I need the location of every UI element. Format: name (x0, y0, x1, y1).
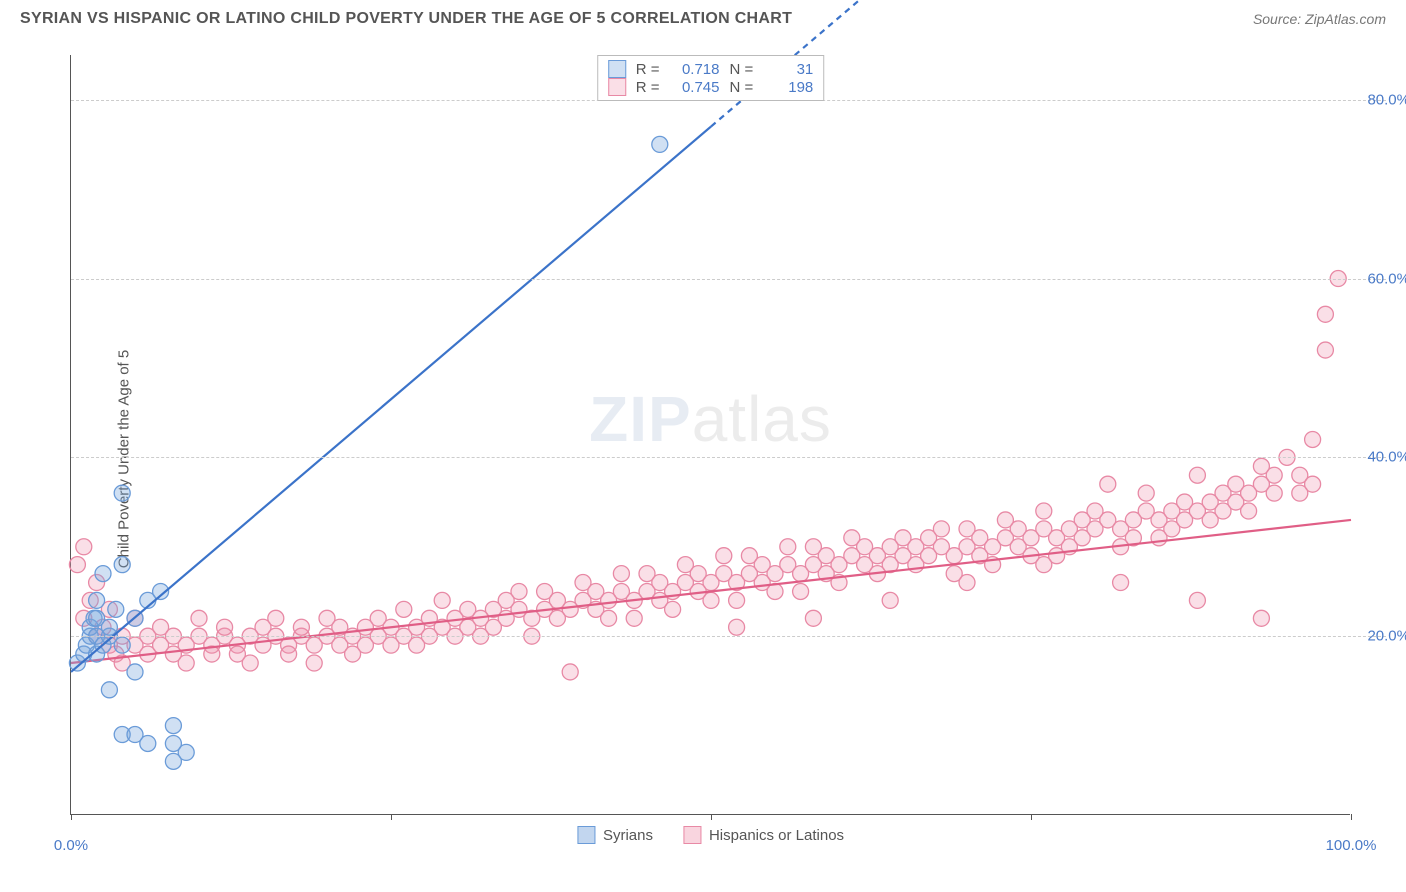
scatter-point (626, 610, 642, 626)
legend-row-hispanics: R = 0.745 N = 198 (608, 78, 814, 96)
scatter-point (1266, 485, 1282, 501)
legend-swatch-hispanics (608, 78, 626, 96)
x-tick (391, 814, 392, 820)
x-tick (1351, 814, 1352, 820)
scatter-point (396, 601, 412, 617)
plot-area: ZIPatlas R = 0.718 N = 31 R = 0.745 N = … (70, 55, 1350, 815)
scatter-point (69, 557, 85, 573)
legend-r-label: R = (636, 61, 660, 78)
scatter-point (1317, 342, 1333, 358)
scatter-point (652, 136, 668, 152)
scatter-point (127, 727, 143, 743)
scatter-point (1189, 592, 1205, 608)
series-legend: Syrians Hispanics or Latinos (577, 826, 844, 844)
scatter-point (114, 557, 130, 573)
scatter-point (1317, 306, 1333, 322)
scatter-point (1036, 503, 1052, 519)
scatter-point (1113, 575, 1129, 591)
scatter-point (178, 655, 194, 671)
scatter-point (882, 592, 898, 608)
scatter-point (191, 610, 207, 626)
scatter-point (959, 575, 975, 591)
x-tick (71, 814, 72, 820)
scatter-point (178, 744, 194, 760)
scatter-point (729, 592, 745, 608)
scatter-point (613, 566, 629, 582)
scatter-point (1100, 476, 1116, 492)
legend-swatch-syrians (608, 60, 626, 78)
scatter-point (1241, 503, 1257, 519)
legend-swatch (683, 826, 701, 844)
chart-container: Child Poverty Under the Age of 5 ZIPatla… (20, 45, 1386, 872)
x-tick-label: 100.0% (1326, 837, 1377, 854)
y-tick-label: 60.0% (1367, 270, 1406, 287)
legend-n-label: N = (730, 61, 754, 78)
legend-n-label: N = (730, 79, 754, 96)
grid-line (71, 636, 1386, 637)
y-tick-label: 20.0% (1367, 628, 1406, 645)
scatter-point (293, 619, 309, 635)
scatter-point (780, 539, 796, 555)
chart-title: SYRIAN VS HISPANIC OR LATINO CHILD POVER… (20, 10, 792, 28)
scatter-point (1266, 467, 1282, 483)
legend-item: Hispanics or Latinos (683, 826, 844, 844)
scatter-point (242, 655, 258, 671)
grid-line (71, 279, 1386, 280)
scatter-point (933, 521, 949, 537)
x-tick (711, 814, 712, 820)
scatter-point (1138, 485, 1154, 501)
legend-label: Syrians (603, 827, 653, 844)
legend-r-value-syrians: 0.718 (670, 61, 720, 78)
y-tick-label: 40.0% (1367, 449, 1406, 466)
scatter-point (76, 539, 92, 555)
x-tick (1031, 814, 1032, 820)
legend-label: Hispanics or Latinos (709, 827, 844, 844)
scatter-point (114, 485, 130, 501)
correlation-legend: R = 0.718 N = 31 R = 0.745 N = 198 (597, 55, 825, 101)
scatter-point (217, 619, 233, 635)
scatter-point (805, 610, 821, 626)
scatter-point (268, 610, 284, 626)
legend-n-value-hispanics: 198 (763, 79, 813, 96)
grid-line (71, 457, 1386, 458)
y-tick-label: 80.0% (1367, 91, 1406, 108)
scatter-point (793, 583, 809, 599)
scatter-point (127, 664, 143, 680)
scatter-point (562, 664, 578, 680)
scatter-point (1253, 610, 1269, 626)
scatter-point (165, 718, 181, 734)
legend-r-label: R = (636, 79, 660, 96)
scatter-point (1189, 467, 1205, 483)
scatter-point (281, 646, 297, 662)
scatter-point (729, 619, 745, 635)
legend-row-syrians: R = 0.718 N = 31 (608, 60, 814, 78)
scatter-point (108, 601, 124, 617)
scatter-point (665, 601, 681, 617)
scatter-point (601, 610, 617, 626)
scatter-point (1036, 557, 1052, 573)
scatter-svg (71, 55, 1351, 815)
legend-r-value-hispanics: 0.745 (670, 79, 720, 96)
scatter-point (89, 610, 105, 626)
scatter-point (511, 583, 527, 599)
legend-item: Syrians (577, 826, 653, 844)
scatter-point (1305, 476, 1321, 492)
scatter-point (95, 566, 111, 582)
legend-swatch (577, 826, 595, 844)
scatter-point (434, 592, 450, 608)
scatter-point (306, 655, 322, 671)
scatter-point (703, 592, 719, 608)
scatter-point (1305, 431, 1321, 447)
legend-n-value-syrians: 31 (763, 61, 813, 78)
source-label: Source: ZipAtlas.com (1253, 11, 1386, 27)
scatter-point (716, 548, 732, 564)
scatter-point (89, 592, 105, 608)
scatter-point (101, 682, 117, 698)
scatter-point (114, 637, 130, 653)
x-tick-label: 0.0% (54, 837, 88, 854)
